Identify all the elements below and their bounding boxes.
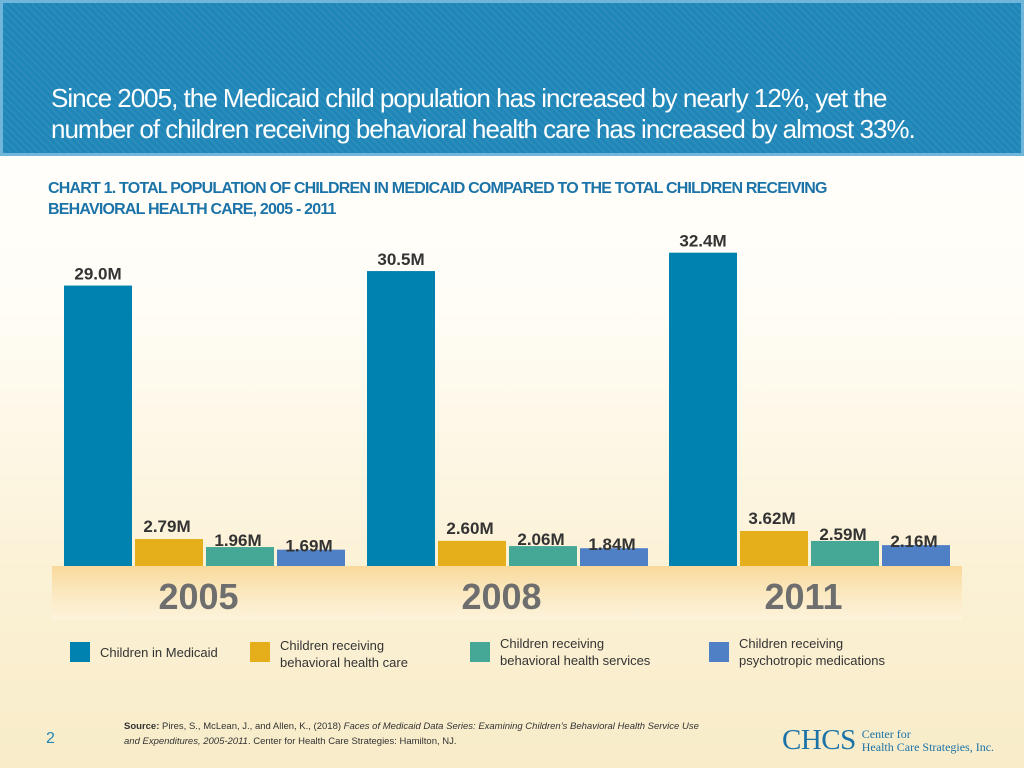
- bar-medicaid-2008: [367, 271, 435, 566]
- bar-bh-services-2008: [509, 546, 577, 566]
- slide-title-line2: number of children receiving behavioral …: [51, 114, 916, 144]
- data-label-bh-care-2011: 3.62M: [748, 509, 795, 528]
- chart-title: CHART 1. TOTAL POPULATION OF CHILDREN IN…: [48, 178, 988, 220]
- slide-title-line1: Since 2005, the Medicaid child populatio…: [51, 83, 887, 113]
- legend-swatch-bh-services: [470, 642, 490, 662]
- bar-bh-care-2008: [438, 540, 506, 566]
- legend-swatch-medicaid: [70, 642, 90, 662]
- bar-bh-care-2005: [135, 539, 203, 566]
- data-label-bh-care-2008: 2.60M: [446, 519, 493, 538]
- bar-medicaid-2005: [64, 285, 132, 566]
- legend-item-medicaid: Children in Medicaid: [70, 642, 218, 662]
- chcs-logo: CHCS Center for Health Care Strategies, …: [782, 724, 994, 757]
- legend-label-bh-care: Children receiving behavioral health car…: [280, 638, 408, 670]
- data-label-bh-services-2005: 1.96M: [214, 531, 261, 550]
- data-label-medicaid-2011: 32.4M: [679, 232, 726, 251]
- bar-bh-care-2011: [740, 530, 808, 566]
- legend-label-psychotropic: Children receiving psychotropic medicati…: [739, 636, 885, 668]
- data-label-medicaid-2005: 29.0M: [74, 265, 121, 284]
- bar-psychotropic-2008: [580, 548, 648, 566]
- bar-psychotropic-2011: [882, 545, 950, 566]
- chart-title-line2: BEHAVIORAL HEALTH CARE, 2005 - 2011: [48, 201, 336, 218]
- bar-psychotropic-2005: [277, 549, 345, 566]
- legend-item-bh-services: Children receiving behavioral health ser…: [470, 636, 650, 669]
- data-label-psychotropic-2005: 1.69M: [285, 537, 332, 556]
- data-label-medicaid-2008: 30.5M: [377, 250, 424, 269]
- logo-subtitle: Center for Health Care Strategies, Inc.: [861, 726, 995, 754]
- data-label-bh-services-2011: 2.59M: [819, 525, 866, 544]
- data-label-psychotropic-2011: 2.16M: [890, 532, 937, 551]
- slide-title: Since 2005, the Medicaid child populatio…: [51, 83, 1011, 145]
- category-label-2011: 2011: [764, 576, 842, 617]
- legend-swatch-bh-care: [250, 642, 270, 662]
- page-number: 2: [46, 730, 55, 747]
- legend-label-medicaid: Children in Medicaid: [100, 645, 218, 660]
- category-label-2005: 2005: [158, 576, 238, 617]
- bar-chart: 29.0M 2.79M 1.96M 1.69M 2005 30.5M 2.60M 2.06M 1…: [64, 232, 950, 617]
- bar-bh-services-2011: [811, 540, 879, 566]
- logo-wordmark: CHCS: [782, 724, 856, 756]
- source-citation: Source: Pires, S., McLean, J., and Allen…: [124, 721, 699, 747]
- data-label-bh-care-2005: 2.79M: [143, 517, 190, 536]
- category-label-2008: 2008: [461, 576, 541, 617]
- legend-swatch-psychotropic: [709, 642, 729, 662]
- data-label-psychotropic-2008: 1.84M: [588, 535, 635, 554]
- data-label-bh-services-2008: 2.06M: [517, 530, 564, 549]
- legend-item-bh-care: Children receiving behavioral health car…: [250, 638, 408, 671]
- bar-medicaid-2011: [669, 252, 737, 566]
- bar-bh-services-2005: [206, 547, 274, 566]
- header-banner: Since 2005, the Medicaid child populatio…: [0, 0, 1024, 156]
- legend-item-psychotropic: Children receiving psychotropic medicati…: [709, 636, 885, 669]
- legend-label-bh-services: Children receiving behavioral health ser…: [500, 636, 651, 668]
- chart-title-line1: CHART 1. TOTAL POPULATION OF CHILDREN IN…: [48, 180, 828, 197]
- category-axis-band: [52, 566, 962, 620]
